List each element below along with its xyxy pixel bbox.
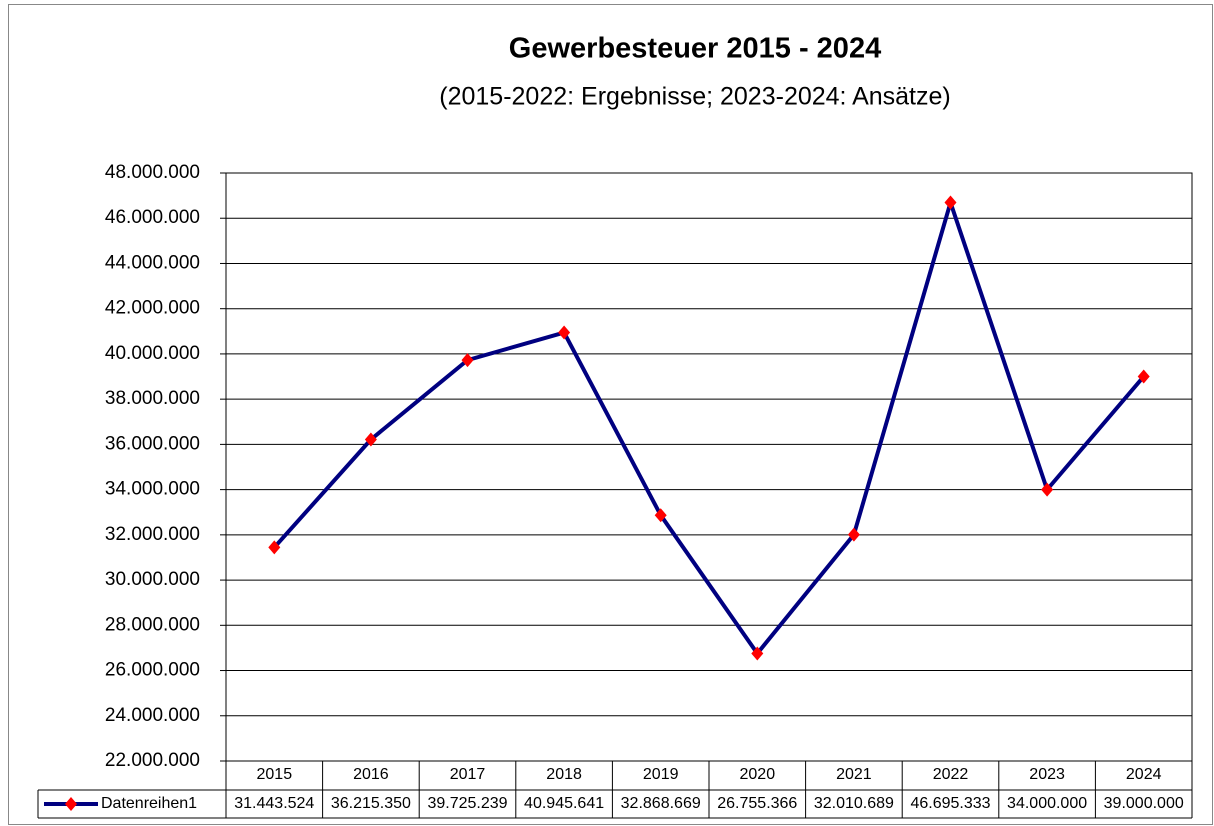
y-tick-label: 46.000.000 [105, 207, 200, 228]
marker [1137, 369, 1150, 384]
table-value: 32.010.689 [814, 795, 894, 812]
x-tick-label: 2024 [1126, 766, 1162, 783]
y-tick-label: 34.000.000 [105, 479, 200, 500]
marker [654, 508, 667, 523]
x-tick-label: 2020 [740, 766, 776, 783]
marker [268, 540, 281, 555]
y-tick-label: 30.000.000 [105, 569, 200, 590]
plot-area [225, 172, 1193, 762]
y-tick-label: 28.000.000 [105, 614, 200, 635]
x-tick-label: 2021 [836, 766, 872, 783]
table-value: 39.725.239 [427, 795, 507, 812]
table-value: 34.000.000 [1007, 795, 1087, 812]
legend-key-marker [65, 797, 77, 811]
table-value: 32.868.669 [621, 795, 701, 812]
series-line [272, 200, 1146, 656]
x-tick-label: 2023 [1029, 766, 1065, 783]
marker [944, 195, 957, 210]
x-tick-label: 2015 [257, 766, 293, 783]
table-value: 36.215.350 [331, 795, 411, 812]
y-tick-label: 32.000.000 [105, 524, 200, 545]
marker [751, 646, 764, 661]
y-tick-label: 42.000.000 [105, 298, 200, 319]
marker [847, 527, 860, 542]
x-tick-label: 2022 [933, 766, 969, 783]
table-value: 39.000.000 [1104, 795, 1184, 812]
y-tick-label: 40.000.000 [105, 343, 200, 364]
chart-subtitle: (2015-2022: Ergebnisse; 2023-2024: Ansät… [439, 83, 950, 111]
legend-label: Datenreihen1 [101, 795, 197, 812]
table-value: 26.755.366 [717, 795, 797, 812]
x-tick-label: 2019 [643, 766, 679, 783]
chart-title: Gewerbesteuer 2015 - 2024 [509, 33, 881, 65]
y-tick-label: 36.000.000 [105, 433, 200, 454]
marker [461, 353, 474, 368]
y-tick-label: 48.000.000 [105, 162, 200, 183]
y-tick-label: 24.000.000 [105, 705, 200, 726]
table-value: 31.443.524 [234, 795, 314, 812]
table-value: 40.945.641 [524, 795, 604, 812]
x-tick-label: 2018 [546, 766, 582, 783]
x-tick-label: 2016 [353, 766, 389, 783]
y-tick-label: 38.000.000 [105, 388, 200, 409]
marker [1041, 482, 1054, 497]
marker [558, 325, 571, 340]
y-tick-label: 44.000.000 [105, 252, 200, 273]
y-tick-label: 26.000.000 [105, 660, 200, 681]
table-value: 46.695.333 [910, 795, 990, 812]
y-tick-label: 22.000.000 [105, 750, 200, 771]
marker [364, 432, 377, 447]
x-tick-label: 2017 [450, 766, 486, 783]
